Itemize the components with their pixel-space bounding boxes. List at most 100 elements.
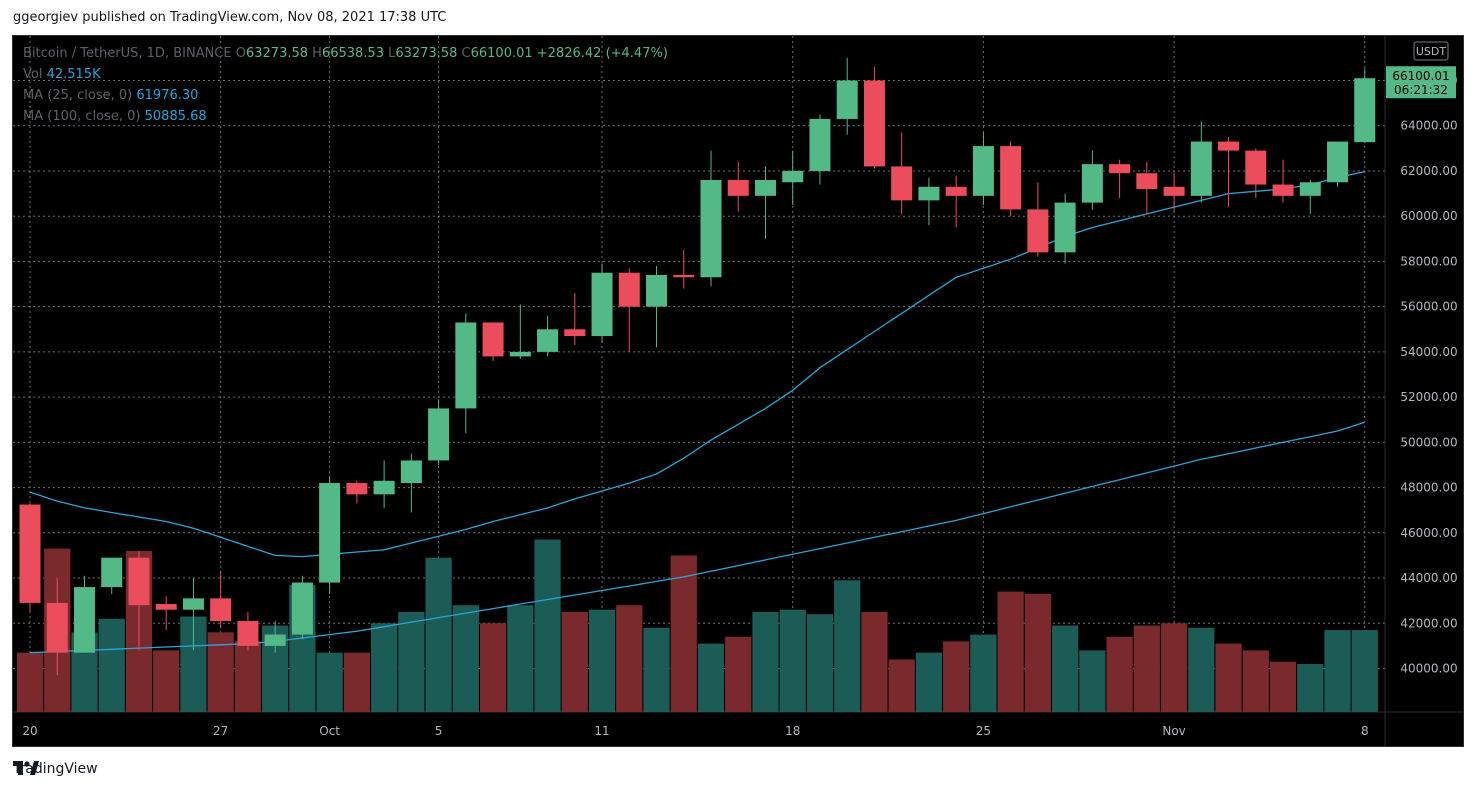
- volume-bar: [588, 609, 616, 712]
- legend-close-label: C: [461, 46, 471, 61]
- candle-body: [373, 480, 395, 495]
- volume-bar: [888, 659, 915, 712]
- legend-ohlc-row: Bitcoin / TetherUS, 1D, BINANCE O63273.5…: [23, 46, 668, 61]
- volume-bar: [479, 623, 507, 712]
- legend-high: 66538.53: [321, 46, 384, 61]
- candle-body: [101, 557, 123, 588]
- candle-body: [1000, 146, 1022, 210]
- volume-bar: [943, 641, 970, 712]
- candle-body: [700, 180, 722, 278]
- candle-body: [1109, 164, 1131, 174]
- candle-body: [237, 621, 259, 646]
- candle-body: [1136, 173, 1158, 190]
- price-tick-label: 42000.00: [1400, 616, 1457, 630]
- candle-body: [1218, 141, 1240, 151]
- legend-change: +2826.42 (+4.47%): [536, 46, 668, 61]
- volume-bar: [752, 611, 779, 712]
- price-tick-label: 58000.00: [1400, 254, 1457, 268]
- price-tick-label: 54000.00: [1400, 345, 1457, 359]
- last-price-label: 66100.01: [1392, 69, 1449, 83]
- volume-bar: [98, 618, 125, 712]
- legend-symbol: Bitcoin / TetherUS, 1D, BINANCE: [23, 46, 232, 61]
- volume-bar: [806, 614, 834, 712]
- volume-bar: [915, 652, 943, 712]
- volume-bar: [834, 580, 861, 712]
- volume-bar: [1269, 661, 1297, 712]
- volume-bar: [16, 652, 44, 712]
- volume-bar: [1188, 627, 1215, 712]
- candle-body: [972, 146, 994, 196]
- candle-body: [1299, 182, 1321, 196]
- volume-bar: [1160, 623, 1188, 712]
- volume-bar: [1351, 630, 1378, 712]
- candle-body: [727, 180, 749, 196]
- chart-panel[interactable]: 40000.00 42000.00 44000.00 46000.00 48000.00…: [12, 35, 1464, 747]
- volume-bar: [997, 591, 1024, 712]
- price-tick-label: 40000.00: [1400, 662, 1457, 676]
- volume-bar: [1324, 630, 1351, 712]
- legend-ma25-label: MA (25, close, 0): [23, 88, 133, 103]
- candle-body: [346, 483, 368, 495]
- volume-bar: [234, 641, 262, 712]
- price-tick-label: 52000.00: [1400, 390, 1457, 404]
- candle-body: [918, 186, 940, 201]
- legend-volume-label: Vol: [23, 67, 43, 82]
- price-tick-label: 48000.00: [1400, 481, 1457, 495]
- candle-body: [1054, 202, 1076, 253]
- candle-body: [1027, 209, 1049, 253]
- countdown-label: 06:21:32: [1394, 83, 1448, 97]
- price-tick-label: 62000.00: [1400, 164, 1457, 178]
- candle-body: [891, 166, 913, 201]
- time-tick-label: 11: [594, 724, 609, 738]
- volume-bar: [561, 611, 588, 712]
- candle-body: [455, 322, 477, 409]
- volume-bar: [1297, 663, 1324, 712]
- candle-body: [591, 272, 613, 337]
- time-tick-label: 20: [22, 724, 37, 738]
- price-tick-label: 64000.00: [1400, 119, 1457, 133]
- currency-label-box: [1413, 41, 1449, 61]
- candle-body: [537, 329, 559, 352]
- candle-body: [1190, 141, 1212, 196]
- legend-low: 63273.58: [395, 46, 458, 61]
- candlestick-chart[interactable]: 40000.00 42000.00 44000.00 46000.00 48000.00…: [13, 36, 1463, 746]
- ma25-line: [29, 170, 1365, 558]
- volume-bar: [1242, 650, 1269, 712]
- legend-ma100: 50885.68: [144, 109, 207, 124]
- volume-bar: [697, 643, 725, 712]
- candle-body: [1163, 186, 1185, 196]
- legend-high-label: H: [312, 46, 322, 61]
- volume-bar: [1133, 625, 1160, 712]
- time-tick-label: 18: [785, 724, 800, 738]
- candle-body: [319, 483, 341, 583]
- tradingview-logo-icon: [13, 761, 39, 775]
- volume-bar: [452, 605, 479, 712]
- volume-bar: [1079, 650, 1106, 712]
- candle-body: [400, 460, 422, 484]
- candle-body: [1272, 184, 1294, 196]
- volume-bar: [534, 539, 561, 712]
- volume-bar: [343, 652, 370, 712]
- brand-footer[interactable]: TradingView: [13, 761, 98, 777]
- candle-body: [836, 80, 858, 119]
- legend-open: 63273.58: [245, 46, 309, 61]
- volume-bar: [861, 611, 888, 712]
- volume-bar: [153, 650, 180, 712]
- price-tick-label: 50000.00: [1400, 435, 1457, 449]
- volume-bar: [643, 627, 670, 712]
- candle-body: [646, 274, 668, 307]
- volume-bar: [316, 652, 343, 712]
- legend-ma100-row: MA (100, close, 0) 50885.68: [23, 109, 207, 124]
- volume-bar: [425, 557, 452, 712]
- candle-body: [264, 634, 286, 646]
- candle-body: [618, 272, 640, 307]
- last-price-marker: [1386, 66, 1456, 99]
- price-tick-label: 46000.00: [1400, 526, 1457, 540]
- legend-open-label: O: [235, 46, 246, 61]
- legend-ma100-label: MA (100, close, 0): [23, 109, 141, 124]
- volume-bar: [970, 634, 997, 712]
- volume-bar: [398, 611, 425, 712]
- volume-bar: [1106, 636, 1133, 712]
- volume-bar: [616, 605, 643, 712]
- candle-body: [73, 587, 95, 653]
